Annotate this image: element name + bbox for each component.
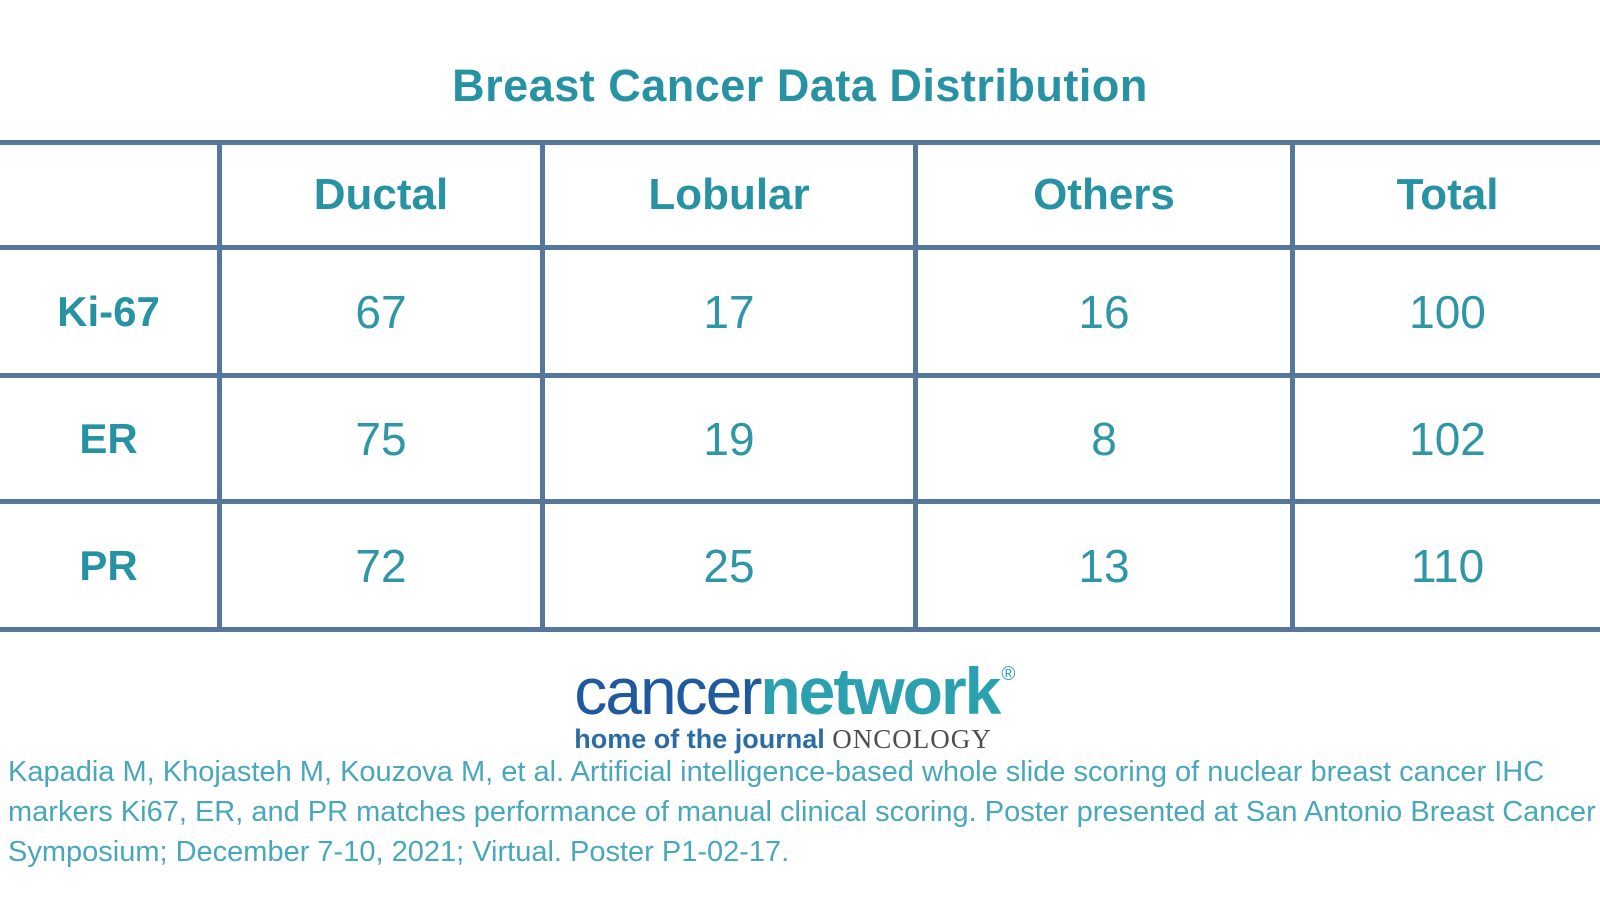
logo-text-network: network [760, 654, 1001, 728]
citation-text: Kapadia M, Khojasteh M, Kouzova M, et al… [8, 752, 1600, 872]
cell-ki67-ductal: 67 [222, 250, 545, 378]
cell-ki67-others: 16 [918, 250, 1295, 378]
cell-er-total: 102 [1295, 378, 1600, 504]
row-header-ki67: Ki-67 [0, 250, 222, 378]
cell-pr-total: 110 [1295, 504, 1600, 632]
table-corner-cell [0, 145, 222, 250]
cell-pr-others: 13 [918, 504, 1295, 632]
cell-er-lobular: 19 [545, 378, 918, 504]
data-table: Ductal Lobular Others Total Ki-67 67 17 … [0, 140, 1600, 632]
row-header-er: ER [0, 378, 222, 504]
citation-line-1: Kapadia M, Khojasteh M, Kouzova M, et al… [8, 756, 1545, 788]
row-header-pr: PR [0, 504, 222, 632]
logo-text-cancer: cancer [574, 654, 762, 728]
citation-line-2: markers Ki67, ER, and PR matches perform… [8, 796, 1596, 828]
cell-ki67-total: 100 [1295, 250, 1600, 378]
cell-ki67-lobular: 17 [545, 250, 918, 378]
column-header-lobular: Lobular [545, 145, 918, 250]
logo-tagline: home of the journal ONCOLOGY [574, 724, 1026, 754]
page-title: Breast Cancer Data Distribution [452, 60, 1148, 111]
tagline-prefix: home of the journal [574, 724, 825, 754]
registered-trademark-icon: ® [1001, 664, 1016, 685]
cell-er-others: 8 [918, 378, 1295, 504]
cell-pr-lobular: 25 [545, 504, 918, 632]
citation-line-3: Symposium; December 7-10, 2021; Virtual.… [8, 836, 790, 868]
logo-wordmark: cancernetwork ® [574, 640, 1026, 726]
cell-pr-ductal: 72 [222, 504, 545, 632]
column-header-ductal: Ductal [222, 145, 545, 250]
tagline-journal-name: ONCOLOGY [832, 724, 992, 754]
column-header-total: Total [1295, 145, 1600, 250]
cell-er-ductal: 75 [222, 378, 545, 504]
column-header-others: Others [918, 145, 1295, 250]
cancernetwork-logo: cancernetwork ® home of the journal ONCOL… [0, 640, 1600, 754]
